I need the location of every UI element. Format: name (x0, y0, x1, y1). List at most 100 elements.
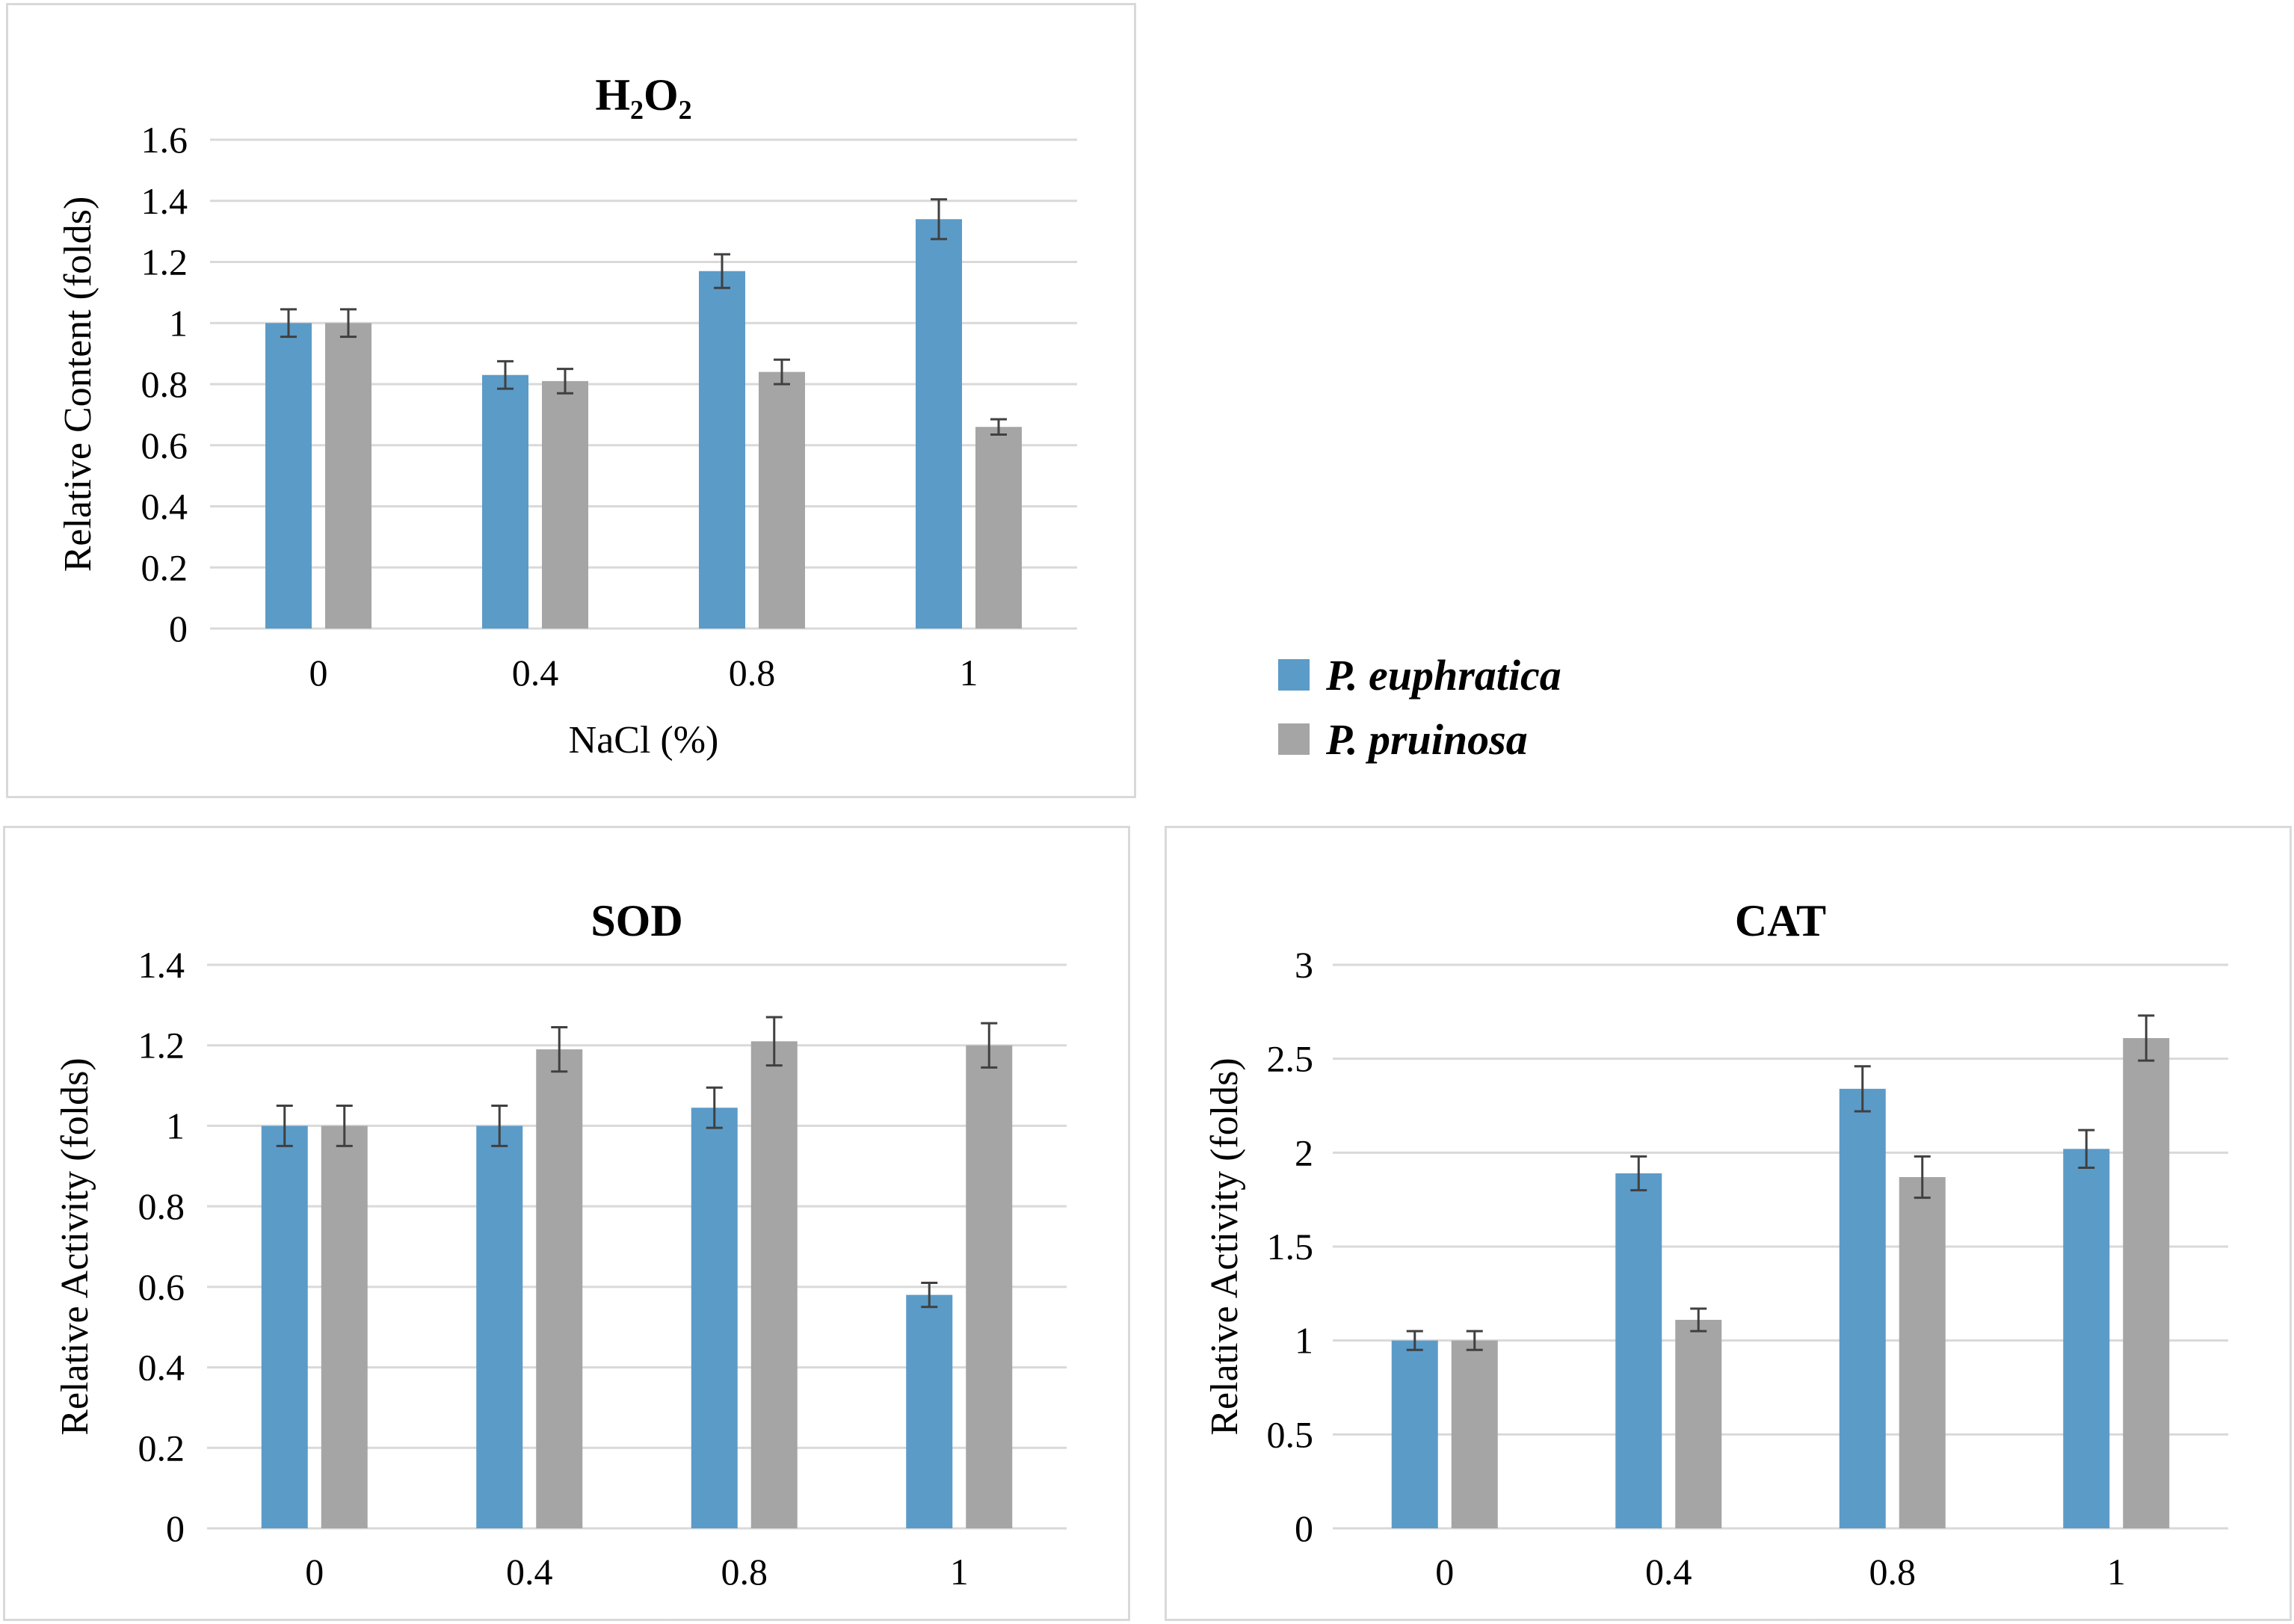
h2o2-y-tick-label: 0.8 (141, 363, 188, 405)
h2o2-chart-panel: H₂O₂ 0 0.2 0.4 0.6 0.8 1 1.2 1.4 1.6 0 0.4 0.8 1 NaCl … (6, 3, 1136, 798)
sod-y-tick-label: 0 (166, 1507, 185, 1549)
h2o2-bar-pruinosa (325, 323, 371, 629)
cat-error-bar-pruinosa (1690, 1307, 1707, 1333)
sod-x-tick-label: 0.8 (721, 1551, 768, 1593)
h2o2-y-tick-label: 0.4 (141, 486, 188, 528)
h2o2-y-axis-label: Relative Content (folds) (57, 197, 99, 572)
legend-label-euphratica: P. euphratica (1326, 650, 1561, 700)
cat-y-tick-label: 0 (1295, 1507, 1313, 1549)
sod-chart: SOD 0 0.2 0.4 0.6 0.8 1 1.2 1.4 0 0.4 0.8 1 NaCl (%) R… (54, 896, 1067, 1623)
cat-error-bar-pruinosa (2138, 1014, 2155, 1062)
cat-error-bar-euphratica (1854, 1065, 1871, 1113)
sod-y-tick-label: 0.2 (138, 1427, 185, 1469)
h2o2-bar-euphratica (916, 219, 962, 629)
sod-y-tick-label: 1 (166, 1105, 185, 1146)
sod-bar-pruinosa (536, 1049, 583, 1528)
legend-swatch-pruinosa (1278, 723, 1310, 755)
cat-chart-panel: CAT 0 0.5 1 1.5 2 2.5 3 0 0.4 0.8 1 NaCl (%) Relative… (1165, 826, 2292, 1623)
h2o2-error-bar-euphratica (280, 308, 297, 339)
legend-swatch-euphratica (1278, 659, 1310, 691)
cat-error-bar-euphratica (2078, 1129, 2095, 1169)
h2o2-chart: H₂O₂ 0 0.2 0.4 0.6 0.8 1 1.2 1.4 1.6 0 0.4 0.8 1 NaCl … (57, 70, 1077, 762)
sod-error-bar-pruinosa (981, 1022, 998, 1069)
h2o2-x-tick-label: 0 (309, 652, 328, 694)
h2o2-error-bar-pruinosa (557, 368, 573, 395)
sod-error-bar-euphratica (921, 1281, 938, 1309)
sod-error-bar-euphratica (706, 1086, 723, 1129)
cat-bar-euphratica (1839, 1088, 1886, 1528)
h2o2-x-tick-label: 1 (960, 652, 978, 694)
sod-y-tick-label: 1.2 (138, 1025, 185, 1066)
cat-bar-pruinosa (1675, 1320, 1722, 1528)
sod-bar-euphratica (476, 1126, 523, 1528)
h2o2-error-bar-pruinosa (990, 418, 1007, 436)
h2o2-y-tick-label: 1.2 (141, 241, 188, 283)
sod-x-axis-label: NaCl (%) (562, 1617, 712, 1623)
cat-bar-pruinosa (2123, 1038, 2170, 1528)
cat-bar-pruinosa (1451, 1340, 1498, 1528)
sod-bar-pruinosa (750, 1041, 798, 1528)
h2o2-bar-euphratica (699, 271, 745, 629)
h2o2-error-bar-euphratica (714, 253, 730, 289)
legend: P. euphratica P. pruinosa (1278, 643, 1561, 771)
sod-x-tick-label: 0.4 (506, 1551, 553, 1593)
h2o2-y-tick-label: 0.2 (141, 546, 188, 588)
cat-y-tick-label: 0.5 (1267, 1413, 1314, 1455)
h2o2-error-bar-euphratica (931, 198, 947, 241)
cat-x-tick-label: 0.4 (1645, 1551, 1692, 1593)
sod-y-tick-label: 0.6 (138, 1266, 185, 1308)
cat-bar-euphratica (1615, 1173, 1662, 1528)
sod-x-tick-label: 1 (950, 1551, 969, 1593)
cat-error-bar-euphratica (1630, 1155, 1647, 1192)
h2o2-error-bar-pruinosa (774, 358, 790, 386)
legend-item-pruinosa: P. pruinosa (1278, 707, 1561, 771)
h2o2-bar-euphratica (482, 374, 528, 629)
sod-bar-pruinosa (321, 1126, 368, 1528)
h2o2-x-tick-label: 0.4 (512, 652, 559, 694)
h2o2-y-tick-label: 1 (169, 302, 188, 344)
legend-item-euphratica: P. euphratica (1278, 643, 1561, 707)
cat-error-bar-pruinosa (1914, 1155, 1931, 1200)
sod-bar-euphratica (261, 1126, 308, 1528)
h2o2-bar-pruinosa (542, 380, 588, 629)
sod-chart-panel: SOD 0 0.2 0.4 0.6 0.8 1 1.2 1.4 0 0.4 0.8 1 NaCl (%) R… (3, 826, 1130, 1623)
h2o2-y-tick-label: 0 (169, 608, 188, 649)
sod-error-bar-euphratica (491, 1105, 508, 1147)
sod-y-tick-label: 0.8 (138, 1185, 185, 1227)
sod-error-bar-pruinosa (336, 1105, 353, 1147)
h2o2-bar-pruinosa (759, 371, 805, 629)
cat-y-tick-label: 1 (1295, 1320, 1313, 1362)
sod-y-tick-label: 0.4 (138, 1347, 185, 1389)
sod-error-bar-euphratica (276, 1105, 293, 1147)
h2o2-x-tick-label: 0.8 (729, 652, 776, 694)
cat-bar-pruinosa (1899, 1177, 1946, 1528)
cat-bar-euphratica (1391, 1340, 1438, 1528)
sod-error-bar-pruinosa (551, 1025, 568, 1073)
cat-y-axis-label: Relative Activity (folds) (1203, 1058, 1246, 1435)
h2o2-error-bar-pruinosa (340, 308, 357, 339)
cat-error-bar-euphratica (1406, 1330, 1423, 1351)
cat-bar-euphratica (2063, 1149, 2110, 1528)
legend-label-pruinosa: P. pruinosa (1326, 714, 1528, 764)
h2o2-y-tick-label: 1.4 (141, 180, 188, 222)
cat-y-tick-label: 2.5 (1267, 1038, 1314, 1080)
sod-y-tick-label: 1.4 (138, 944, 185, 986)
sod-bar-euphratica (691, 1108, 738, 1528)
cat-y-tick-label: 2 (1295, 1131, 1313, 1173)
h2o2-bar-pruinosa (975, 427, 1022, 629)
cat-chart: CAT 0 0.5 1 1.5 2 2.5 3 0 0.4 0.8 1 NaCl (%) Relative… (1203, 896, 2228, 1623)
cat-x-tick-label: 0 (1435, 1551, 1454, 1593)
sod-x-tick-label: 0 (305, 1551, 324, 1593)
h2o2-title: H₂O₂ (595, 70, 691, 120)
h2o2-y-tick-label: 0.6 (141, 424, 188, 466)
cat-x-axis-label: NaCl (%) (1706, 1617, 1856, 1623)
cat-error-bar-pruinosa (1466, 1330, 1483, 1351)
sod-error-bar-pruinosa (765, 1016, 783, 1067)
sod-title: SOD (591, 896, 682, 945)
cat-y-tick-label: 3 (1295, 944, 1313, 986)
cat-x-tick-label: 0.8 (1869, 1551, 1917, 1593)
sod-y-axis-label: Relative Activity (folds) (54, 1058, 96, 1435)
h2o2-error-bar-euphratica (497, 359, 514, 390)
cat-title: CAT (1735, 896, 1826, 945)
sod-bar-pruinosa (966, 1045, 1013, 1528)
